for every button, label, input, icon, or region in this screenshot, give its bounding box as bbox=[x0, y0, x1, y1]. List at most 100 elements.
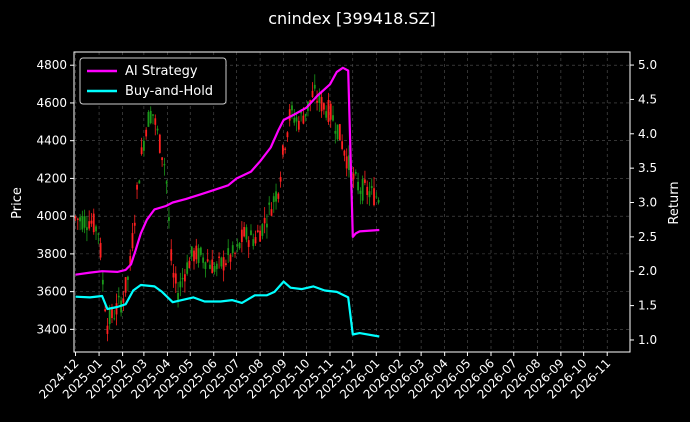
candle-body bbox=[101, 279, 104, 285]
candle-body bbox=[377, 200, 380, 203]
candle-body bbox=[259, 230, 261, 242]
candle-body bbox=[366, 186, 369, 195]
candle-body bbox=[81, 216, 84, 230]
candle-body bbox=[177, 292, 179, 302]
candle-body bbox=[74, 216, 77, 219]
candle-body bbox=[99, 242, 102, 258]
candle-body bbox=[79, 217, 81, 222]
candle-body bbox=[76, 218, 79, 220]
candle-body bbox=[354, 172, 357, 174]
y-left-tick-label: 3800 bbox=[36, 247, 67, 261]
candle-body bbox=[133, 222, 136, 226]
candle-body bbox=[238, 243, 241, 249]
candle-body bbox=[234, 253, 236, 254]
candle-body bbox=[322, 103, 325, 110]
candle-body bbox=[284, 148, 287, 150]
candle-body bbox=[268, 202, 271, 205]
candle-body bbox=[327, 99, 330, 123]
y-right-tick-label: 1.0 bbox=[638, 333, 657, 347]
candle-body bbox=[352, 173, 355, 180]
candle-body bbox=[370, 186, 373, 189]
y-axis-right-label: Return bbox=[667, 181, 682, 224]
candle-body bbox=[297, 120, 300, 130]
candle-body bbox=[204, 262, 207, 270]
y-right-tick-label: 3.5 bbox=[638, 161, 657, 175]
candle-body bbox=[206, 259, 209, 262]
candle-body bbox=[345, 156, 348, 169]
candle-body bbox=[211, 259, 214, 274]
candle-body bbox=[152, 114, 154, 116]
legend: AI Strategy Buy-and-Hold bbox=[79, 57, 227, 105]
candle-body bbox=[225, 263, 227, 265]
y-left-tick-label: 4200 bbox=[36, 171, 67, 185]
candle-body bbox=[202, 257, 205, 263]
candle-body bbox=[266, 223, 268, 228]
candle-body bbox=[295, 117, 298, 122]
candle-body bbox=[122, 298, 125, 303]
candle-body bbox=[334, 130, 337, 134]
candle-body bbox=[338, 124, 341, 141]
candle-body bbox=[106, 325, 109, 334]
candle-body bbox=[88, 221, 91, 229]
candle-body bbox=[341, 141, 344, 149]
candle-body bbox=[215, 263, 218, 270]
candle-body bbox=[343, 150, 346, 156]
candle-body bbox=[220, 257, 223, 267]
candle-body bbox=[111, 308, 113, 319]
y-right-tick-label: 5.0 bbox=[638, 58, 657, 72]
candle-body bbox=[300, 111, 303, 114]
candle-body bbox=[256, 230, 259, 233]
candle-body bbox=[165, 181, 168, 184]
candle-body bbox=[131, 233, 134, 249]
y-left-tick-label: 4600 bbox=[36, 96, 67, 110]
candle-body bbox=[309, 99, 312, 103]
candle-body bbox=[97, 233, 100, 235]
candle-body bbox=[136, 184, 138, 190]
candle-body bbox=[361, 179, 364, 201]
candle-body bbox=[348, 155, 350, 170]
candle-body bbox=[252, 239, 255, 247]
candle-body bbox=[183, 274, 186, 282]
chart-title: cnindex [399418.SZ] bbox=[268, 9, 436, 28]
y-right-tick-label: 3.0 bbox=[638, 196, 657, 210]
candle-body bbox=[213, 266, 216, 272]
candle-body bbox=[95, 226, 97, 232]
y-right-tick-label: 1.5 bbox=[638, 299, 657, 313]
candle-body bbox=[247, 240, 250, 247]
candle-body bbox=[316, 100, 318, 103]
y-right-tick-label: 4.5 bbox=[638, 92, 657, 106]
series-line-ai-strategy bbox=[75, 66, 380, 276]
candle-body bbox=[263, 217, 266, 224]
legend-label-ai-strategy: AI Strategy bbox=[125, 64, 198, 79]
y-left-tick-label: 3600 bbox=[36, 285, 67, 299]
candle-body bbox=[92, 213, 95, 233]
y-left-tick-label: 4400 bbox=[36, 134, 67, 148]
candle-body bbox=[86, 227, 88, 231]
series-line-buy-and-hold bbox=[75, 280, 380, 338]
candle-body bbox=[227, 248, 230, 255]
candle-body bbox=[281, 145, 284, 155]
candle-body bbox=[115, 303, 118, 315]
candle-body bbox=[229, 254, 232, 262]
y-left-tick-label: 4800 bbox=[36, 58, 67, 72]
candle-body bbox=[195, 245, 198, 260]
candle-body bbox=[311, 90, 314, 98]
y-left-tick-label: 3400 bbox=[36, 322, 67, 336]
candle-body bbox=[304, 113, 307, 117]
candle-body bbox=[117, 295, 120, 298]
candle-body bbox=[357, 181, 359, 191]
candle-body bbox=[154, 118, 157, 125]
candle-body bbox=[359, 190, 362, 194]
candle-body bbox=[156, 128, 159, 131]
candle-body bbox=[245, 227, 248, 240]
candle-body bbox=[373, 188, 375, 206]
candle-body bbox=[104, 309, 107, 312]
candle-body bbox=[313, 84, 316, 89]
candle-body bbox=[375, 196, 378, 198]
legend-box bbox=[79, 57, 227, 105]
candle-body bbox=[302, 115, 305, 124]
candle-body bbox=[83, 216, 86, 228]
candle-body bbox=[364, 179, 366, 183]
candle-body bbox=[218, 256, 220, 258]
candle-body bbox=[279, 177, 282, 182]
